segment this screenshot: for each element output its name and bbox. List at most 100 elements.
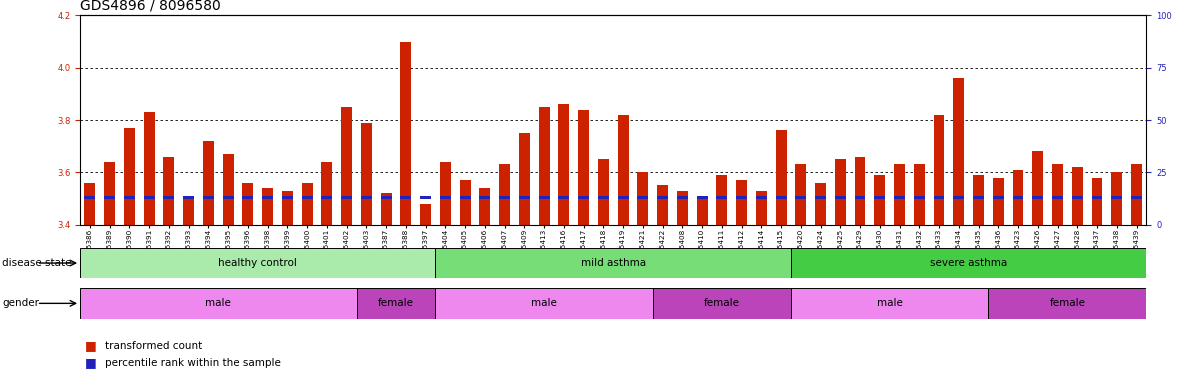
Bar [913, 195, 925, 199]
Bar [756, 195, 766, 199]
Bar [499, 195, 510, 199]
Bar [400, 195, 411, 199]
Text: female: female [1050, 298, 1085, 308]
Bar [80, 248, 435, 278]
Bar [558, 195, 570, 199]
Bar [717, 175, 727, 225]
Bar [440, 195, 451, 199]
Text: ■: ■ [85, 339, 97, 352]
Bar [1111, 195, 1122, 199]
Bar [791, 248, 1146, 278]
Text: female: female [704, 298, 740, 308]
Bar [618, 195, 629, 199]
Bar [301, 183, 313, 225]
Bar [598, 195, 609, 199]
Bar [1072, 167, 1083, 225]
Bar [855, 195, 865, 199]
Text: transformed count: transformed count [105, 341, 202, 351]
Bar [124, 195, 135, 199]
Bar [164, 157, 174, 225]
Bar [913, 164, 925, 225]
Bar [875, 195, 885, 199]
Bar [578, 109, 588, 225]
Bar [301, 195, 313, 199]
Bar [1072, 195, 1083, 199]
Bar [834, 159, 846, 225]
Bar [539, 107, 550, 225]
Bar [895, 195, 905, 199]
Bar [993, 177, 1004, 225]
Bar [717, 195, 727, 199]
Bar [539, 195, 550, 199]
Bar [677, 190, 687, 225]
Bar [357, 288, 435, 319]
Bar [321, 162, 332, 225]
Bar [499, 164, 510, 225]
Text: male: male [877, 298, 903, 308]
Bar [222, 154, 233, 225]
Bar [657, 185, 669, 225]
Text: disease state: disease state [2, 258, 72, 268]
Bar [400, 41, 411, 225]
Bar [933, 115, 944, 225]
Bar [618, 115, 629, 225]
Text: mild asthma: mild asthma [580, 258, 646, 268]
Bar [420, 195, 431, 199]
Bar [989, 288, 1146, 319]
Bar [1032, 151, 1043, 225]
Bar [222, 195, 233, 199]
Bar [380, 195, 392, 199]
Bar [282, 190, 293, 225]
Bar [519, 195, 530, 199]
Bar [144, 195, 154, 199]
Bar [479, 188, 491, 225]
Bar [816, 183, 826, 225]
Bar [460, 180, 471, 225]
Text: male: male [205, 298, 231, 308]
Bar [933, 195, 944, 199]
Bar [124, 128, 135, 225]
Bar [558, 104, 570, 225]
Bar [184, 195, 194, 199]
Bar [341, 195, 352, 199]
Text: healthy control: healthy control [218, 258, 298, 268]
Bar [776, 131, 786, 225]
Bar [184, 199, 194, 225]
Bar [164, 195, 174, 199]
Bar [202, 195, 214, 199]
Bar [973, 175, 984, 225]
Bar [242, 195, 253, 199]
Bar [638, 195, 649, 199]
Bar [791, 288, 989, 319]
Bar [202, 141, 214, 225]
Bar [1012, 170, 1024, 225]
Bar [435, 248, 791, 278]
Bar [796, 164, 806, 225]
Bar [1091, 177, 1103, 225]
Bar [756, 190, 766, 225]
Bar [479, 195, 491, 199]
Bar [1131, 164, 1142, 225]
Bar [973, 195, 984, 199]
Bar [677, 195, 687, 199]
Bar [736, 195, 747, 199]
Bar [697, 195, 707, 199]
Bar [105, 195, 115, 199]
Bar [321, 195, 332, 199]
Bar [361, 122, 372, 225]
Bar [895, 164, 905, 225]
Bar [1012, 195, 1024, 199]
Text: female: female [378, 298, 414, 308]
Text: percentile rank within the sample: percentile rank within the sample [105, 358, 280, 368]
Bar [105, 162, 115, 225]
Bar [282, 195, 293, 199]
Bar [875, 175, 885, 225]
Bar [638, 172, 649, 225]
Bar [440, 162, 451, 225]
Bar [460, 195, 471, 199]
Bar [519, 133, 530, 225]
Bar [796, 195, 806, 199]
Bar [361, 195, 372, 199]
Text: male: male [531, 298, 557, 308]
Bar [578, 195, 588, 199]
